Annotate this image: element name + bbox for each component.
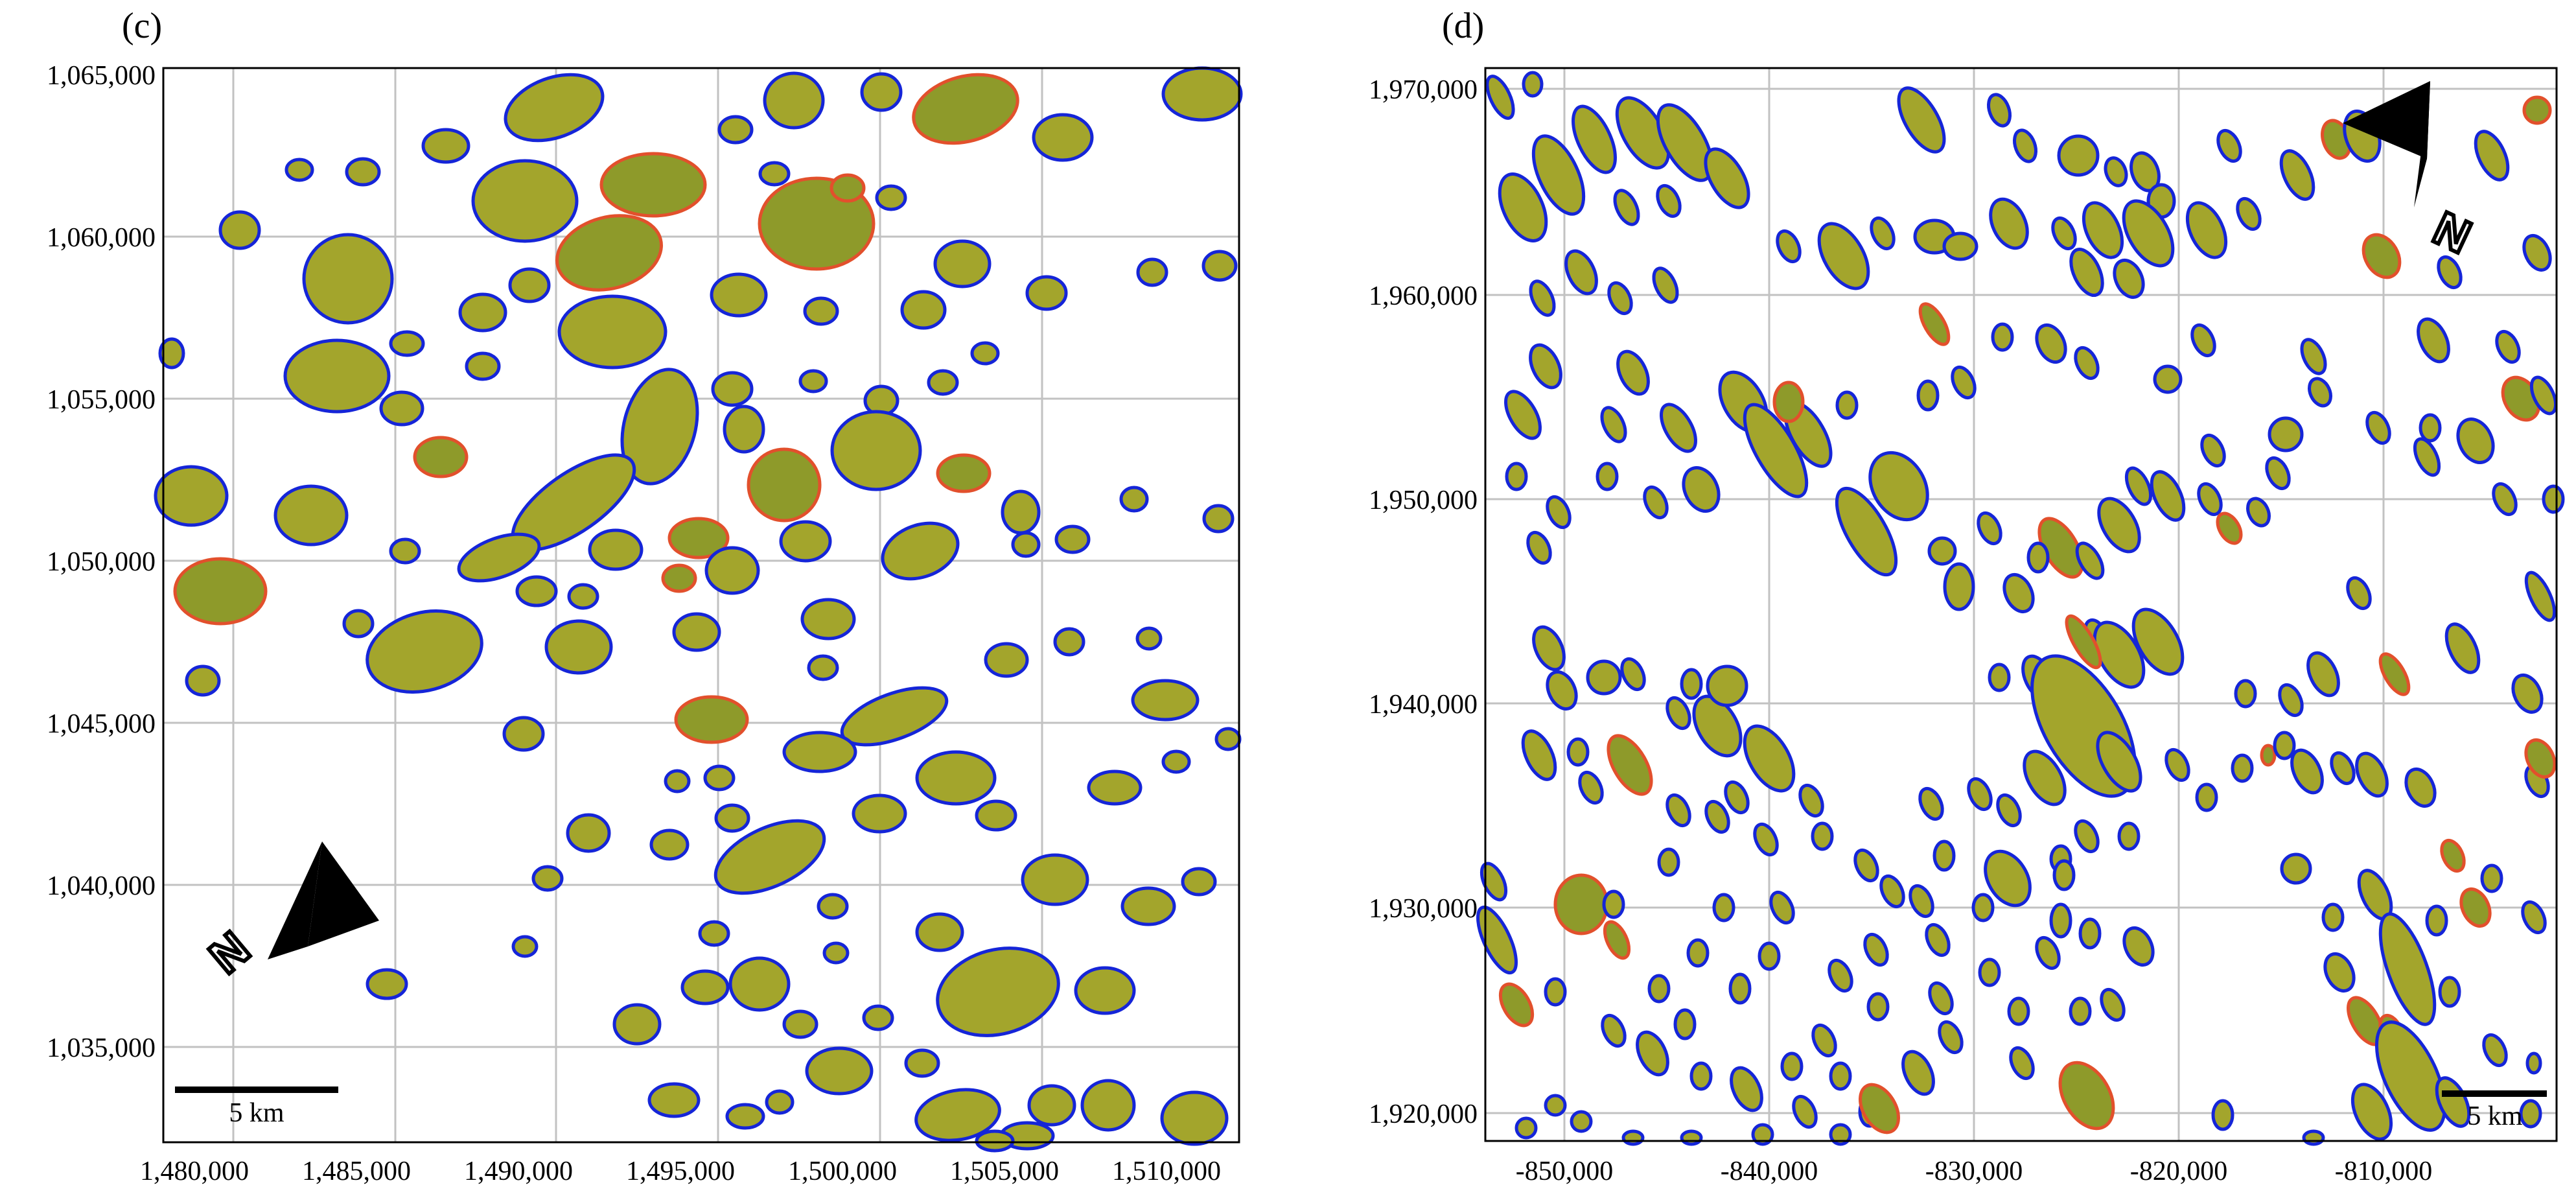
y-tick-label: 1,035,000 bbox=[47, 1033, 156, 1063]
scale-bar-label: 5 km bbox=[2467, 1101, 2523, 1131]
y-tick-label: 1,940,000 bbox=[1369, 690, 1478, 720]
x-tick-label: 1,505,000 bbox=[950, 1157, 1059, 1186]
scale-bar-label: 5 km bbox=[229, 1098, 284, 1128]
x-tick-label: 1,500,000 bbox=[788, 1157, 897, 1186]
x-tick-label: 1,495,000 bbox=[626, 1157, 735, 1186]
y-tick-label: 1,050,000 bbox=[47, 547, 156, 577]
x-axis-tick-labels: 1,480,000 1,485,000 1,490,000 1,495,000 … bbox=[140, 1157, 1221, 1186]
north-label: N bbox=[2426, 202, 2478, 263]
y-tick-label: 1,920,000 bbox=[1369, 1099, 1478, 1129]
y-tick-label: 1,065,000 bbox=[47, 61, 156, 91]
scale-bar: 5 km bbox=[2442, 1090, 2547, 1131]
y-tick-label: 1,960,000 bbox=[1369, 281, 1478, 311]
x-tick-label: -830,000 bbox=[1925, 1157, 2023, 1186]
y-tick-label: 1,040,000 bbox=[47, 871, 156, 901]
map-panel-c: (c) bbox=[0, 0, 1270, 1198]
map-canvas-c: 1,480,000 1,485,000 1,490,000 1,495,000 … bbox=[47, 61, 1243, 1186]
map-canvas-d: -850,000 -840,000 -830,000 -820,000 -810… bbox=[1369, 67, 2565, 1186]
x-tick-label: -850,000 bbox=[1516, 1157, 1614, 1186]
y-tick-label: 1,970,000 bbox=[1369, 75, 1478, 105]
y-tick-label: 1,045,000 bbox=[47, 709, 156, 739]
x-tick-label: 1,510,000 bbox=[1112, 1157, 1221, 1186]
x-tick-label: -840,000 bbox=[1721, 1157, 1818, 1186]
y-tick-label: 1,930,000 bbox=[1369, 894, 1478, 924]
field-polygons bbox=[1476, 71, 2565, 1146]
scale-bar: 5 km bbox=[175, 1086, 338, 1128]
y-tick-label: 1,950,000 bbox=[1369, 486, 1478, 515]
panel-label: (d) bbox=[1442, 6, 1485, 46]
north-arrow-icon: N bbox=[2343, 81, 2480, 265]
map-frame bbox=[1484, 67, 2558, 1142]
x-tick-label: -820,000 bbox=[2130, 1157, 2228, 1186]
y-axis-tick-labels: 1,970,000 1,960,000 1,950,000 1,940,000 … bbox=[1369, 75, 1478, 1129]
x-axis-tick-labels: -850,000 -840,000 -830,000 -820,000 -810… bbox=[1516, 1157, 2433, 1186]
y-axis-tick-labels: 1,065,000 1,060,000 1,055,000 1,050,000 … bbox=[47, 61, 156, 1063]
y-tick-label: 1,060,000 bbox=[47, 223, 156, 253]
north-arrow-icon: N bbox=[198, 841, 379, 985]
x-tick-label: 1,485,000 bbox=[302, 1157, 411, 1186]
field-polygons bbox=[154, 66, 1243, 1153]
panel-label: (c) bbox=[122, 6, 163, 46]
map-panel-d: (d) bbox=[1270, 0, 2576, 1198]
y-tick-label: 1,055,000 bbox=[47, 385, 156, 415]
north-label: N bbox=[200, 922, 259, 984]
x-tick-label: 1,490,000 bbox=[464, 1157, 573, 1186]
x-tick-label: 1,480,000 bbox=[140, 1157, 249, 1186]
map-frame bbox=[162, 67, 1240, 1144]
x-tick-label: -810,000 bbox=[2335, 1157, 2433, 1186]
